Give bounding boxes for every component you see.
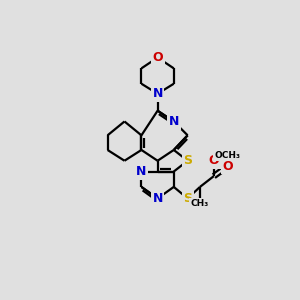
Text: N: N (169, 115, 179, 128)
Text: S: S (183, 154, 192, 167)
Text: N: N (152, 192, 163, 205)
Text: O: O (208, 154, 219, 167)
Text: S: S (183, 192, 192, 205)
Text: N: N (136, 165, 147, 178)
Text: O: O (152, 51, 163, 64)
Text: O: O (222, 160, 233, 172)
Text: CH₃: CH₃ (191, 200, 209, 208)
Text: N: N (152, 87, 163, 100)
Text: OCH₃: OCH₃ (215, 151, 241, 160)
